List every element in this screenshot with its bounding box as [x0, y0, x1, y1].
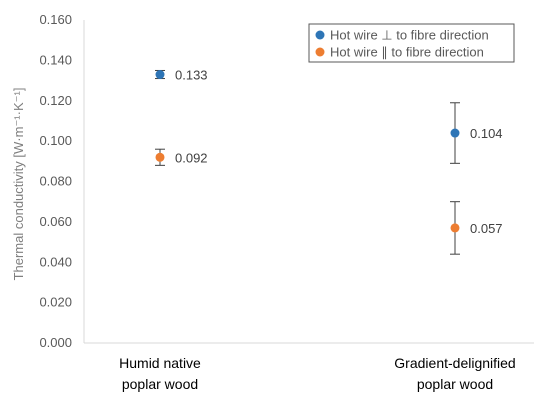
data-point — [450, 128, 460, 138]
legend-label: Hot wire ∥ to fibre direction — [330, 45, 484, 60]
data-label: 0.092 — [175, 150, 208, 165]
data-label: 0.133 — [175, 68, 208, 83]
y-tick-label: 0.140 — [39, 52, 72, 67]
axes — [83, 20, 534, 344]
category-label: Gradient-delignified — [394, 355, 515, 371]
legend: Hot wire ⊥ to fibre direction Hot wire ∥ … — [308, 23, 515, 63]
category-labels: Humid native poplar wood Gradient-delignif… — [119, 355, 516, 392]
data-point — [450, 223, 460, 233]
y-tick-label: 0.160 — [39, 12, 72, 27]
data-point — [155, 152, 165, 162]
data-label: 0.057 — [470, 221, 503, 236]
data-marks: 0.133 0.104 0.092 0.057 — [155, 68, 503, 255]
y-tick-label: 0.080 — [39, 174, 72, 189]
y-tick-label: 0.060 — [39, 214, 72, 229]
legend-box — [308, 23, 515, 63]
category-label: poplar wood — [417, 376, 493, 392]
data-label: 0.104 — [470, 126, 503, 141]
data-point — [155, 70, 165, 80]
y-tick-label: 0.120 — [39, 93, 72, 108]
y-axis-label: Thermal conductivity [W·m⁻¹·K⁻¹] — [11, 88, 26, 281]
y-tick-labels: 0.000 0.020 0.040 0.060 0.080 0.100 0.120 0.140… — [39, 12, 72, 350]
y-tick-label: 0.040 — [39, 254, 72, 269]
y-tick-label: 0.100 — [39, 133, 72, 148]
legend-label: Hot wire ⊥ to fibre direction — [330, 28, 489, 43]
legend-marker — [315, 47, 325, 57]
y-tick-label: 0.020 — [39, 295, 72, 310]
y-tick-label: 0.000 — [39, 335, 72, 350]
category-label: Humid native — [119, 355, 201, 371]
category-label: poplar wood — [122, 376, 198, 392]
legend-marker — [315, 30, 325, 40]
